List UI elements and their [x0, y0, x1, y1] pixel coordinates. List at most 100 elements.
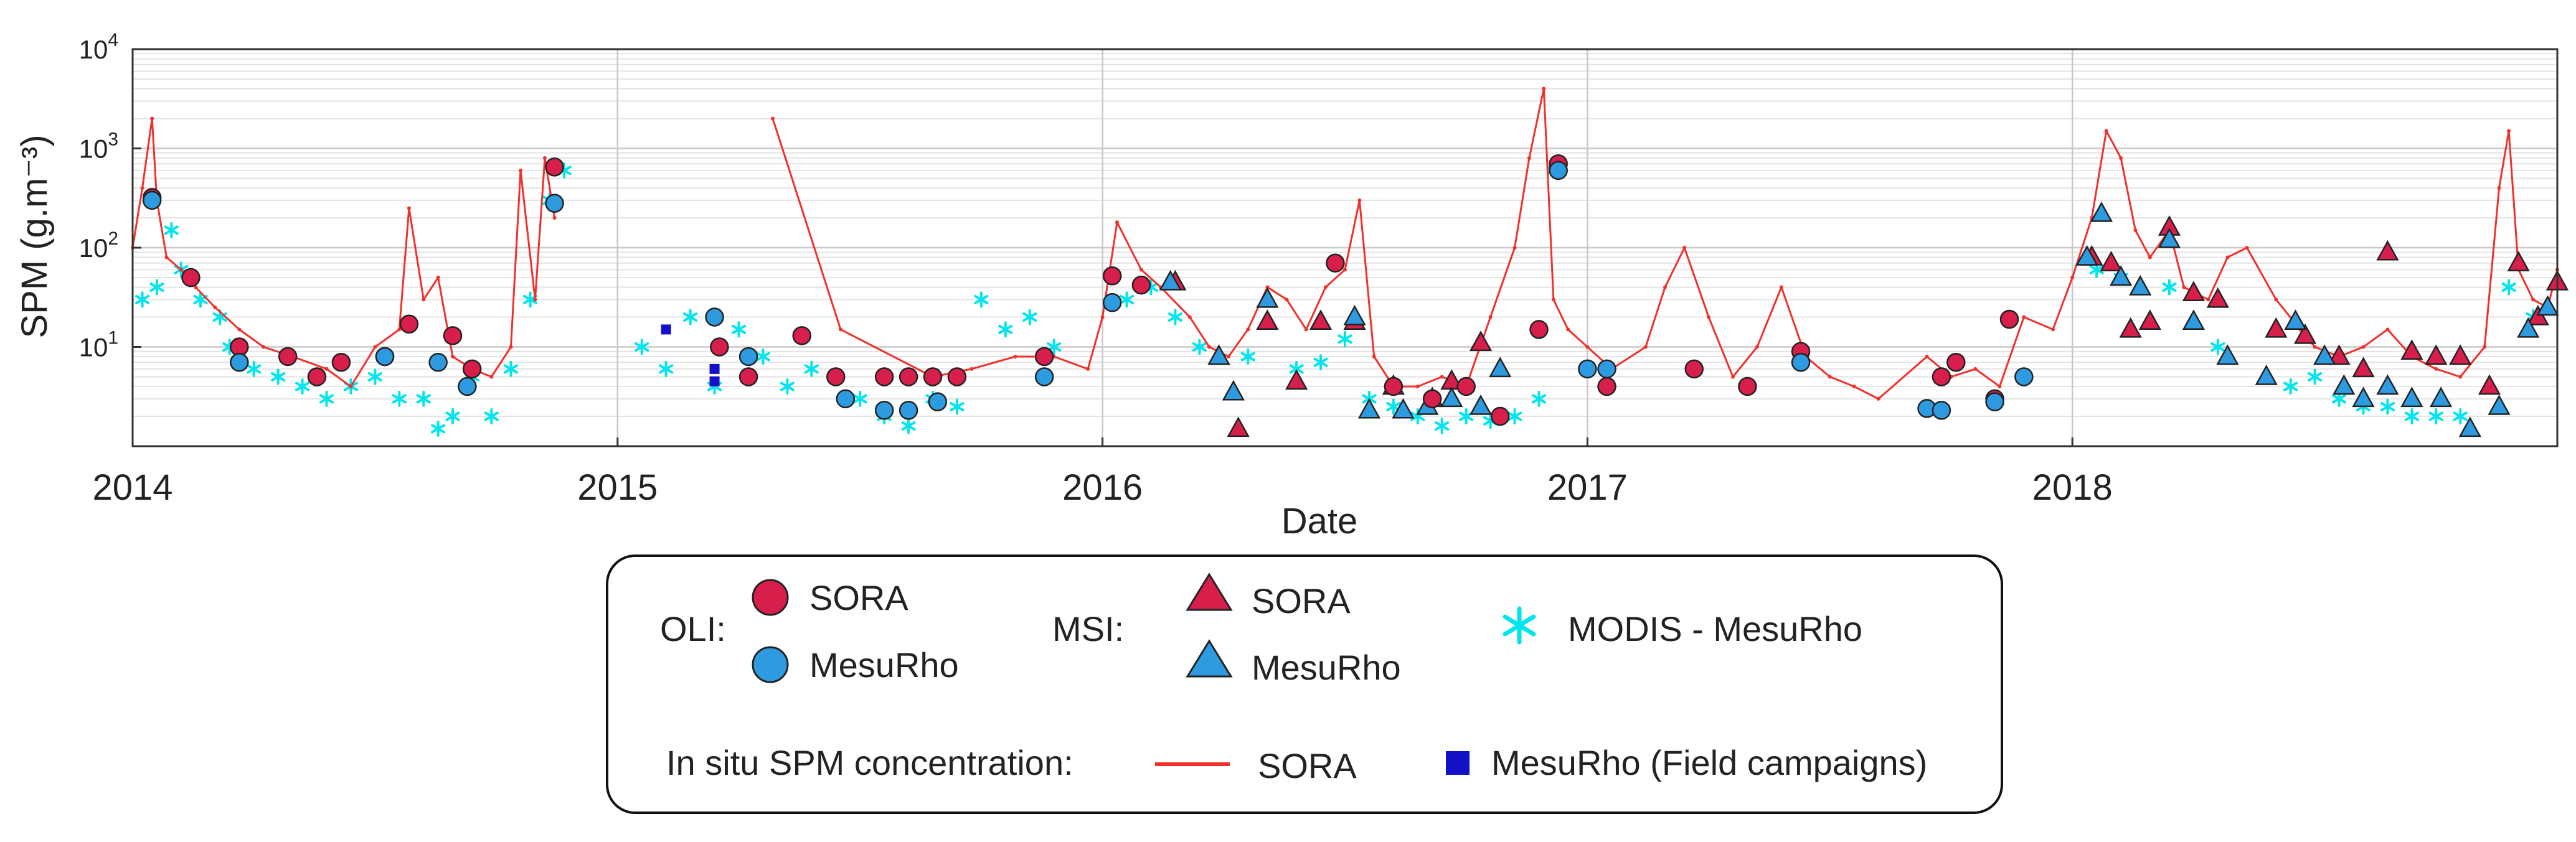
insitu-sora-point	[1925, 354, 1929, 358]
msi-mesurho-point	[1392, 398, 1415, 419]
insitu-sora-point	[2022, 315, 2026, 319]
oli-sora-point	[1597, 377, 1616, 396]
oli-sora-point	[462, 359, 482, 379]
insitu-sora-point	[509, 345, 513, 349]
x-tick-label: 2014	[92, 467, 172, 508]
insitu-sora-point	[194, 285, 198, 289]
modis-point	[1435, 418, 1450, 434]
modis-point-stroke	[164, 225, 179, 235]
insitu-sora-point	[1207, 345, 1211, 349]
modis-point	[164, 222, 179, 238]
modis-point	[659, 360, 674, 377]
insitu-sora-point	[451, 354, 455, 358]
insitu-sora-point	[519, 168, 523, 172]
modis-point	[135, 291, 150, 308]
insitu-sora-point	[1707, 315, 1711, 319]
msi-mesurho-point	[1469, 394, 1493, 415]
insitu-sora-point	[970, 367, 974, 371]
oli-sora-point	[826, 367, 846, 386]
legend-msi-sora-text: SORA	[1252, 581, 1351, 620]
msi-mesurho-point	[2255, 364, 2278, 385]
msi-mesurho-point	[1357, 398, 1381, 419]
insitu-sora-point	[2531, 297, 2536, 302]
insitu-sora-point	[2313, 345, 2317, 349]
oli-mesurho-point	[899, 401, 918, 420]
insitu-sora-point	[407, 206, 411, 210]
x-tick-label: 2016	[1062, 467, 1143, 508]
insitu-sora-point	[2361, 345, 2366, 349]
modis-point-stroke	[731, 324, 747, 334]
modis-point	[1313, 354, 1328, 371]
insitu-sora-point	[1265, 285, 1270, 289]
modis-point	[1168, 309, 1182, 325]
msi-mesurho-point	[1207, 344, 1230, 365]
insitu-sora-point	[1086, 367, 1090, 371]
oli-mesurho-point	[1791, 352, 1811, 372]
modis-point	[2210, 339, 2225, 355]
insitu-sora-point	[1139, 268, 1143, 272]
msi-mesurho-point	[1343, 304, 1366, 325]
msi-sora-point	[2119, 317, 2142, 338]
insitu-sora-point	[150, 116, 154, 121]
insitu-sora-point	[1663, 285, 1668, 289]
modis-point-stroke	[901, 421, 916, 431]
oli-sora-point	[899, 367, 918, 386]
insitu-sora-point	[179, 268, 183, 272]
oli-mesurho-point	[1549, 161, 1568, 180]
msi-mesurho-point	[2352, 386, 2375, 408]
insitu-sora-point	[213, 306, 217, 310]
legend-modis-marker	[1503, 606, 1536, 645]
insitu-sora-point	[1755, 345, 1759, 349]
msi-mesurho-point	[2458, 416, 2481, 437]
insitu-sora-point	[1527, 156, 1531, 160]
modis-point	[295, 378, 310, 395]
legend-oli-sora-text: SORA	[809, 578, 908, 617]
modis-point-stroke	[1240, 352, 1255, 362]
modis-point	[503, 360, 519, 377]
msi-sora-point	[2328, 344, 2351, 365]
modis-point-stroke	[683, 312, 698, 322]
modis-point-stroke	[295, 381, 310, 391]
msi-sora-point	[2138, 309, 2161, 330]
oli-sora-point	[923, 367, 943, 386]
field-campaign-point	[709, 376, 720, 386]
oli-sora-point	[1034, 347, 1054, 367]
oli-mesurho-point	[230, 352, 249, 372]
legend-oli-mesurho-text: MesuRho	[809, 645, 959, 685]
oli-mesurho-point	[1034, 367, 1054, 386]
modis-point	[445, 408, 460, 424]
msi-mesurho-point	[2090, 201, 2113, 222]
insitu-sora-point	[2483, 345, 2487, 349]
modis-point	[901, 418, 916, 434]
msi-mesurho-point	[2313, 344, 2336, 365]
insitu-sora-point	[1512, 246, 1517, 250]
modis-point-stroke	[1192, 342, 1207, 352]
msi-mesurho-point	[2216, 344, 2239, 365]
modis-point-stroke	[431, 424, 446, 434]
modis-point-stroke	[2404, 411, 2419, 421]
insitu-sora-point	[2274, 297, 2278, 302]
oli-sora-point	[738, 367, 758, 386]
insitu-sora-point	[1488, 315, 1493, 319]
oli-sora-point	[1738, 377, 1757, 396]
modis-point	[367, 368, 382, 385]
modis-point-stroke	[780, 381, 795, 391]
legend-insitu-sora-text: SORA	[1258, 746, 1357, 785]
modis-point-stroke	[635, 342, 649, 352]
insitu-sora-point	[140, 185, 144, 190]
legend: OLI: SORA MesuRho MSI: SORA MesuRho MODI…	[606, 554, 2003, 814]
insitu-sora-point	[1323, 285, 1328, 289]
insitu-sora-point	[2148, 255, 2152, 260]
modis-point	[804, 360, 819, 377]
insitu-sora-point	[1013, 354, 1017, 358]
modis-point	[2162, 279, 2177, 296]
insitu-sora-point	[552, 215, 557, 220]
modis-point	[247, 360, 262, 377]
msi-sora-point	[2352, 357, 2375, 378]
modis-point	[950, 398, 965, 415]
modis-point-stroke	[1313, 357, 1328, 367]
insitu-sora-point	[2104, 129, 2108, 133]
oli-sora-point	[1422, 389, 1442, 409]
insitu-sora-point	[237, 327, 242, 332]
oli-sora-point	[545, 157, 564, 177]
